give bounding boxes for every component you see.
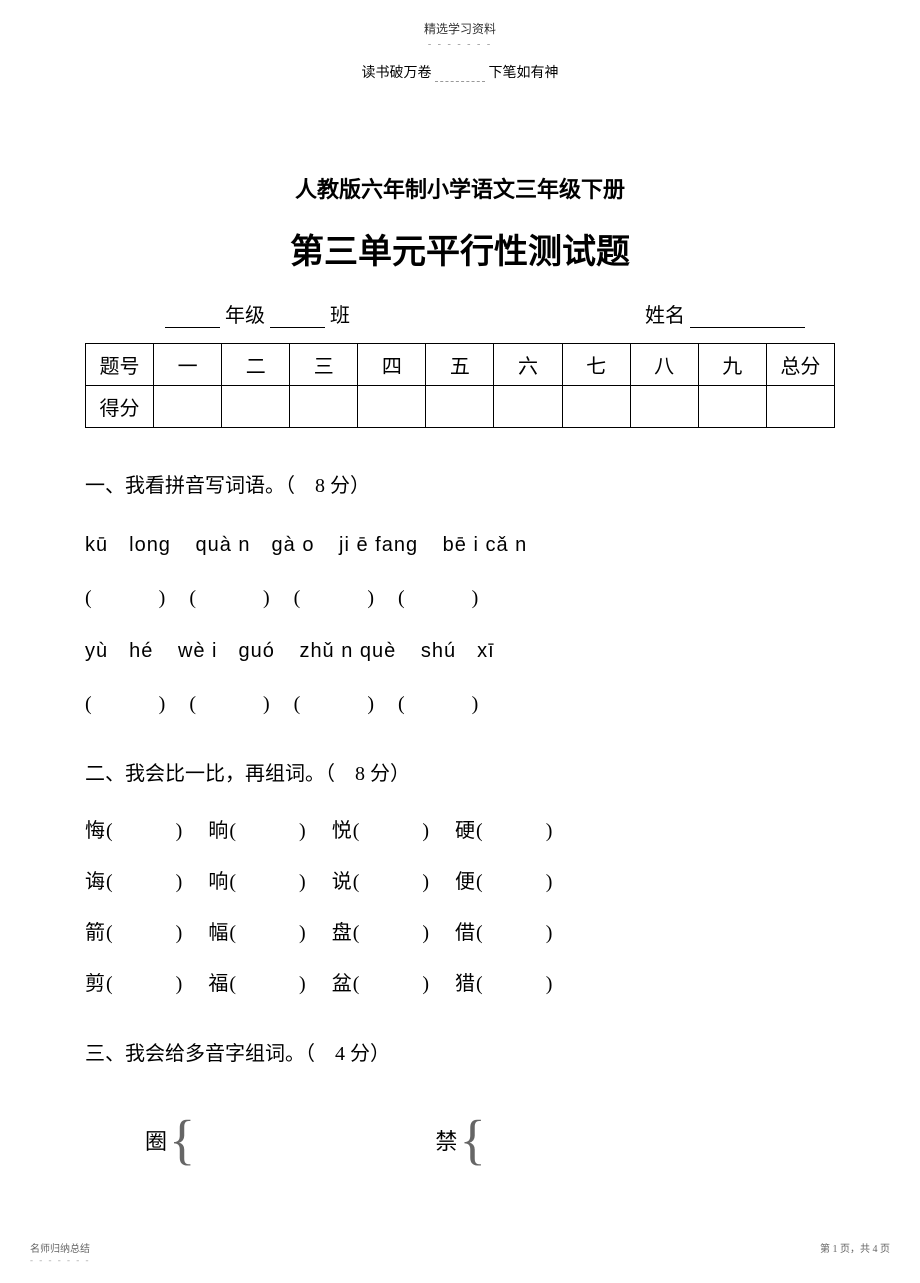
polyphone-item: 圈 { — [145, 1112, 195, 1167]
score-cell — [766, 386, 834, 428]
header-dots: - - - - - - - — [85, 39, 835, 50]
pinyin-group: yù hé — [85, 640, 153, 662]
name-blank — [690, 327, 805, 328]
footer-left: 名师归纳总结 — [30, 1240, 90, 1255]
polyphone-item: 禁 { — [435, 1112, 485, 1167]
char-compare-row: 悔()晌()悦()硬() — [85, 814, 835, 843]
phrase-left: 读书破万卷 — [362, 66, 432, 81]
table-header: 八 — [630, 344, 698, 386]
class-info-line: 年级 班 姓名 — [85, 299, 835, 328]
table-header: 总分 — [766, 344, 834, 386]
pinyin-group: bē i cǎ n — [443, 534, 528, 556]
class-label: 班 — [330, 305, 350, 327]
grade-blank — [165, 327, 220, 328]
answer-parens-2: () () () () — [85, 687, 835, 716]
compare-char: 硬 — [455, 814, 476, 843]
table-row: 得分 — [86, 386, 835, 428]
footer-dots: - - - - - - - — [30, 1255, 90, 1265]
compare-char: 响 — [208, 865, 229, 894]
phrase-right: 下笔如有神 — [489, 66, 559, 81]
compare-char: 猎 — [455, 967, 476, 996]
compare-char: 福 — [208, 967, 229, 996]
polyphone-char: 圈 — [145, 1124, 167, 1156]
table-header: 六 — [494, 344, 562, 386]
section-1-title: 一、我看拼音写词语。（ 8 分） — [85, 468, 835, 504]
pinyin-group: ji ē fang — [339, 534, 418, 556]
char-compare-row: 箭()幅()盘()借() — [85, 916, 835, 945]
table-header: 三 — [290, 344, 358, 386]
table-header: 五 — [426, 344, 494, 386]
header-source: 精选学习资料 — [85, 20, 835, 37]
score-cell — [698, 386, 766, 428]
table-header: 一 — [154, 344, 222, 386]
compare-char: 盆 — [332, 967, 353, 996]
pinyin-group: kū long — [85, 534, 171, 556]
compare-char: 盘 — [332, 916, 353, 945]
score-cell — [494, 386, 562, 428]
table-header: 二 — [222, 344, 290, 386]
score-cell — [426, 386, 494, 428]
compare-char: 说 — [332, 865, 353, 894]
name-label: 姓名 — [645, 305, 685, 327]
section-3-title: 三、我会给多音字组词。（ 4 分） — [85, 1036, 835, 1072]
phrase-blank — [435, 81, 485, 82]
table-header: 九 — [698, 344, 766, 386]
table-row: 题号 一 二 三 四 五 六 七 八 九 总分 — [86, 344, 835, 386]
compare-char: 剪 — [85, 967, 106, 996]
score-cell — [222, 386, 290, 428]
pinyin-row-1: kū long quà n gà o ji ē fang bē i cǎ n — [85, 528, 835, 557]
compare-char: 箭 — [85, 916, 106, 945]
polyphone-row: 圈 { 禁 { — [85, 1112, 835, 1167]
score-cell — [358, 386, 426, 428]
pinyin-group: wè i guó — [178, 640, 275, 662]
table-header: 四 — [358, 344, 426, 386]
compare-char: 幅 — [208, 916, 229, 945]
bracket-icon: { — [169, 1112, 195, 1167]
document-subtitle: 人教版六年制小学语文三年级下册 — [85, 172, 835, 204]
score-cell — [290, 386, 358, 428]
compare-char: 悦 — [332, 814, 353, 843]
header-phrase: 读书破万卷 下笔如有神 — [85, 62, 835, 82]
compare-char: 便 — [455, 865, 476, 894]
row-label: 题号 — [86, 344, 154, 386]
score-table: 题号 一 二 三 四 五 六 七 八 九 总分 得分 — [85, 343, 835, 428]
page-footer: 名师归纳总结 - - - - - - - 第 1 页，共 4 页 — [30, 1240, 890, 1265]
polyphone-char: 禁 — [435, 1124, 457, 1156]
char-compare-row: 诲()响()说()便() — [85, 865, 835, 894]
class-blank — [270, 327, 325, 328]
pinyin-row-2: yù hé wè i guó zhǔ n què shú xī — [85, 634, 835, 663]
score-cell — [562, 386, 630, 428]
footer-right: 第 1 页，共 4 页 — [820, 1240, 890, 1265]
compare-char: 借 — [455, 916, 476, 945]
pinyin-group: shú xī — [421, 640, 495, 662]
bracket-icon: { — [459, 1112, 485, 1167]
pinyin-group: quà n gà o — [196, 534, 315, 556]
score-cell — [154, 386, 222, 428]
table-header: 七 — [562, 344, 630, 386]
score-cell — [630, 386, 698, 428]
pinyin-group: zhǔ n què — [299, 640, 396, 662]
compare-char: 悔 — [85, 814, 106, 843]
row-label: 得分 — [86, 386, 154, 428]
answer-parens-1: () () () () — [85, 581, 835, 610]
char-compare-row: 剪()福()盆()猎() — [85, 967, 835, 996]
grade-label: 年级 — [225, 305, 265, 327]
document-title: 第三单元平行性测试题 — [85, 224, 835, 273]
compare-char: 晌 — [208, 814, 229, 843]
compare-char: 诲 — [85, 865, 106, 894]
section-2-title: 二、我会比一比，再组词。（ 8 分） — [85, 756, 835, 792]
